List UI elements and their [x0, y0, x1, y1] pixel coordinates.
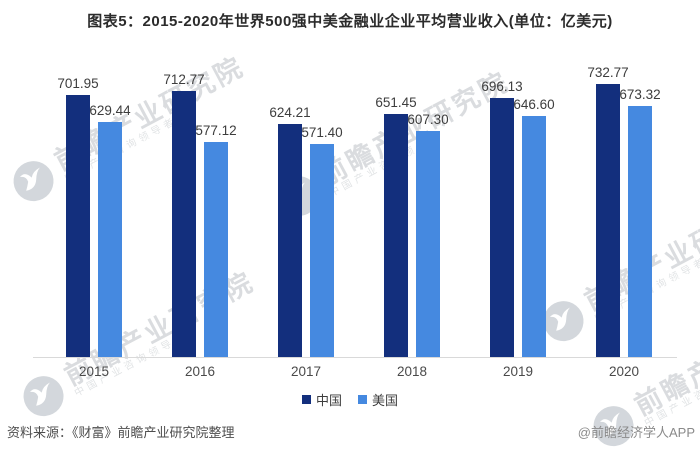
bar-中国-2017 — [278, 124, 302, 357]
x-tick-2019: 2019 — [502, 364, 534, 379]
chart-title: 图表5：2015-2020年世界500强中美金融业企业平均营业收入(单位：亿美元… — [87, 13, 613, 30]
value-label-中国-2020: 732.77 — [587, 65, 629, 80]
bar-美国-2019 — [522, 116, 546, 357]
bar-中国-2020 — [596, 84, 620, 357]
x-tick-2017: 2017 — [290, 364, 322, 379]
bar-美国-2015 — [98, 122, 122, 357]
value-label-中国-2019: 696.13 — [481, 79, 523, 94]
legend-label-美国: 美国 — [372, 393, 399, 408]
value-label-中国-2018: 651.45 — [375, 95, 417, 110]
bar-中国-2018 — [384, 114, 408, 357]
value-label-美国-2018: 607.30 — [407, 112, 449, 127]
legend-swatch-美国 — [358, 395, 367, 404]
x-tick-2020: 2020 — [608, 364, 640, 379]
x-axis-line — [33, 357, 677, 358]
value-label-中国-2015: 701.95 — [57, 76, 99, 91]
value-label-美国-2017: 571.40 — [301, 125, 343, 140]
bar-美国-2016 — [204, 142, 228, 357]
source-note: 资料来源：《财富》前瞻产业研究院整理 — [7, 425, 235, 440]
legend-item-中国: 中国 — [301, 390, 342, 409]
x-tick-2015: 2015 — [78, 364, 110, 379]
x-tick-2016: 2016 — [184, 364, 216, 379]
value-label-中国-2017: 624.21 — [269, 105, 311, 120]
bar-中国-2015 — [66, 95, 90, 357]
bar-中国-2016 — [172, 91, 196, 357]
footer: 资料来源：《财富》前瞻产业研究院整理 @前瞻经济学人APP — [0, 422, 700, 441]
bar-美国-2020 — [628, 106, 652, 357]
credit-note: @前瞻经济学人APP — [577, 425, 695, 440]
legend-label-中国: 中国 — [315, 393, 342, 408]
value-label-美国-2016: 577.12 — [195, 123, 237, 138]
value-label-美国-2015: 629.44 — [89, 103, 131, 118]
bar-美国-2018 — [416, 131, 440, 357]
bar-美国-2017 — [310, 144, 334, 357]
legend-swatch-中国 — [301, 395, 311, 404]
legend: 中国 美国 — [0, 390, 700, 409]
legend-item-美国: 美国 — [358, 390, 398, 409]
value-label-中国-2016: 712.77 — [163, 72, 205, 87]
x-tick-2018: 2018 — [396, 364, 428, 379]
value-label-美国-2019: 646.60 — [513, 97, 555, 112]
value-label-美国-2020: 673.32 — [619, 87, 661, 102]
bar-中国-2019 — [490, 98, 514, 357]
